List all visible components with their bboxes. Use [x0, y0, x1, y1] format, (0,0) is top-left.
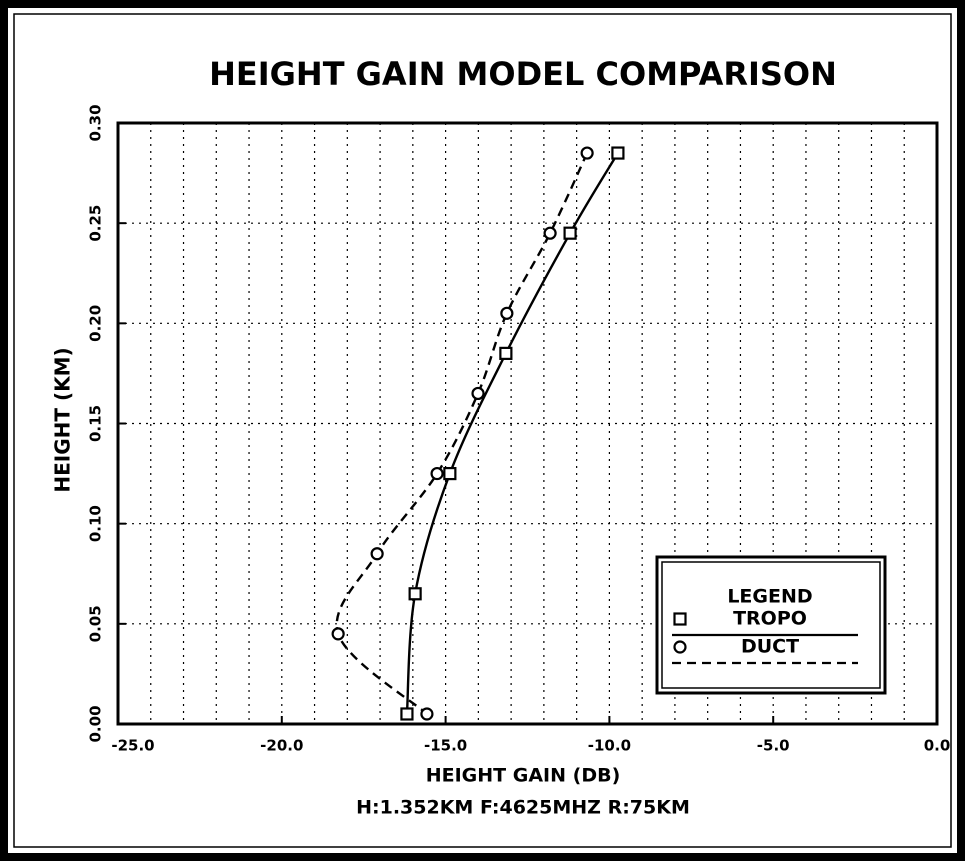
chart-title: HEIGHT GAIN MODEL COMPARISON — [209, 55, 837, 93]
point — [611, 146, 625, 160]
point — [580, 146, 594, 160]
x-axis-label: HEIGHT GAIN (DB) — [426, 765, 621, 787]
legend-title: LEGEND — [727, 586, 812, 608]
legend-box — [655, 555, 887, 695]
point — [543, 226, 557, 240]
point — [420, 707, 434, 721]
point — [563, 226, 577, 240]
x-tick-label: -10.0 — [588, 737, 631, 755]
point — [408, 587, 422, 601]
y-tick-label: 0.20 — [87, 305, 105, 342]
y-tick-label: 0.05 — [87, 605, 105, 642]
x-tick-label: 0.0 — [924, 737, 951, 755]
point — [370, 547, 384, 561]
plot-area — [116, 121, 939, 726]
series-line — [405, 152, 619, 715]
x-tick-label: -25.0 — [111, 737, 154, 755]
legend-marker — [673, 640, 687, 654]
y-tick-label: 0.15 — [87, 405, 105, 442]
y-tick-label: 0.30 — [87, 104, 105, 141]
point — [400, 707, 414, 721]
legend-inner-box — [661, 561, 881, 689]
x-tick-label: -15.0 — [424, 737, 467, 755]
point — [500, 306, 514, 320]
legend-label: DUCT — [741, 636, 799, 658]
x-tick-label: -5.0 — [757, 737, 790, 755]
point — [430, 466, 444, 481]
y-axis-label: HEIGHT (KM) — [51, 347, 75, 492]
y-tick-label: 0.00 — [87, 705, 105, 742]
point — [499, 346, 513, 360]
point — [471, 386, 485, 401]
point — [331, 627, 345, 641]
y-tick-label: 0.10 — [87, 505, 105, 542]
subtitle: H:1.352KM F:4625MHZ R:75KM — [356, 797, 690, 819]
legend-label: TROPO — [733, 608, 807, 630]
x-tick-label: -20.0 — [260, 737, 303, 755]
legend-marker — [673, 612, 687, 626]
inner-frame — [13, 13, 952, 848]
y-tick-label: 0.25 — [87, 205, 105, 242]
legend: LEGEND TROPO DUCT — [655, 555, 887, 695]
point — [443, 466, 457, 481]
